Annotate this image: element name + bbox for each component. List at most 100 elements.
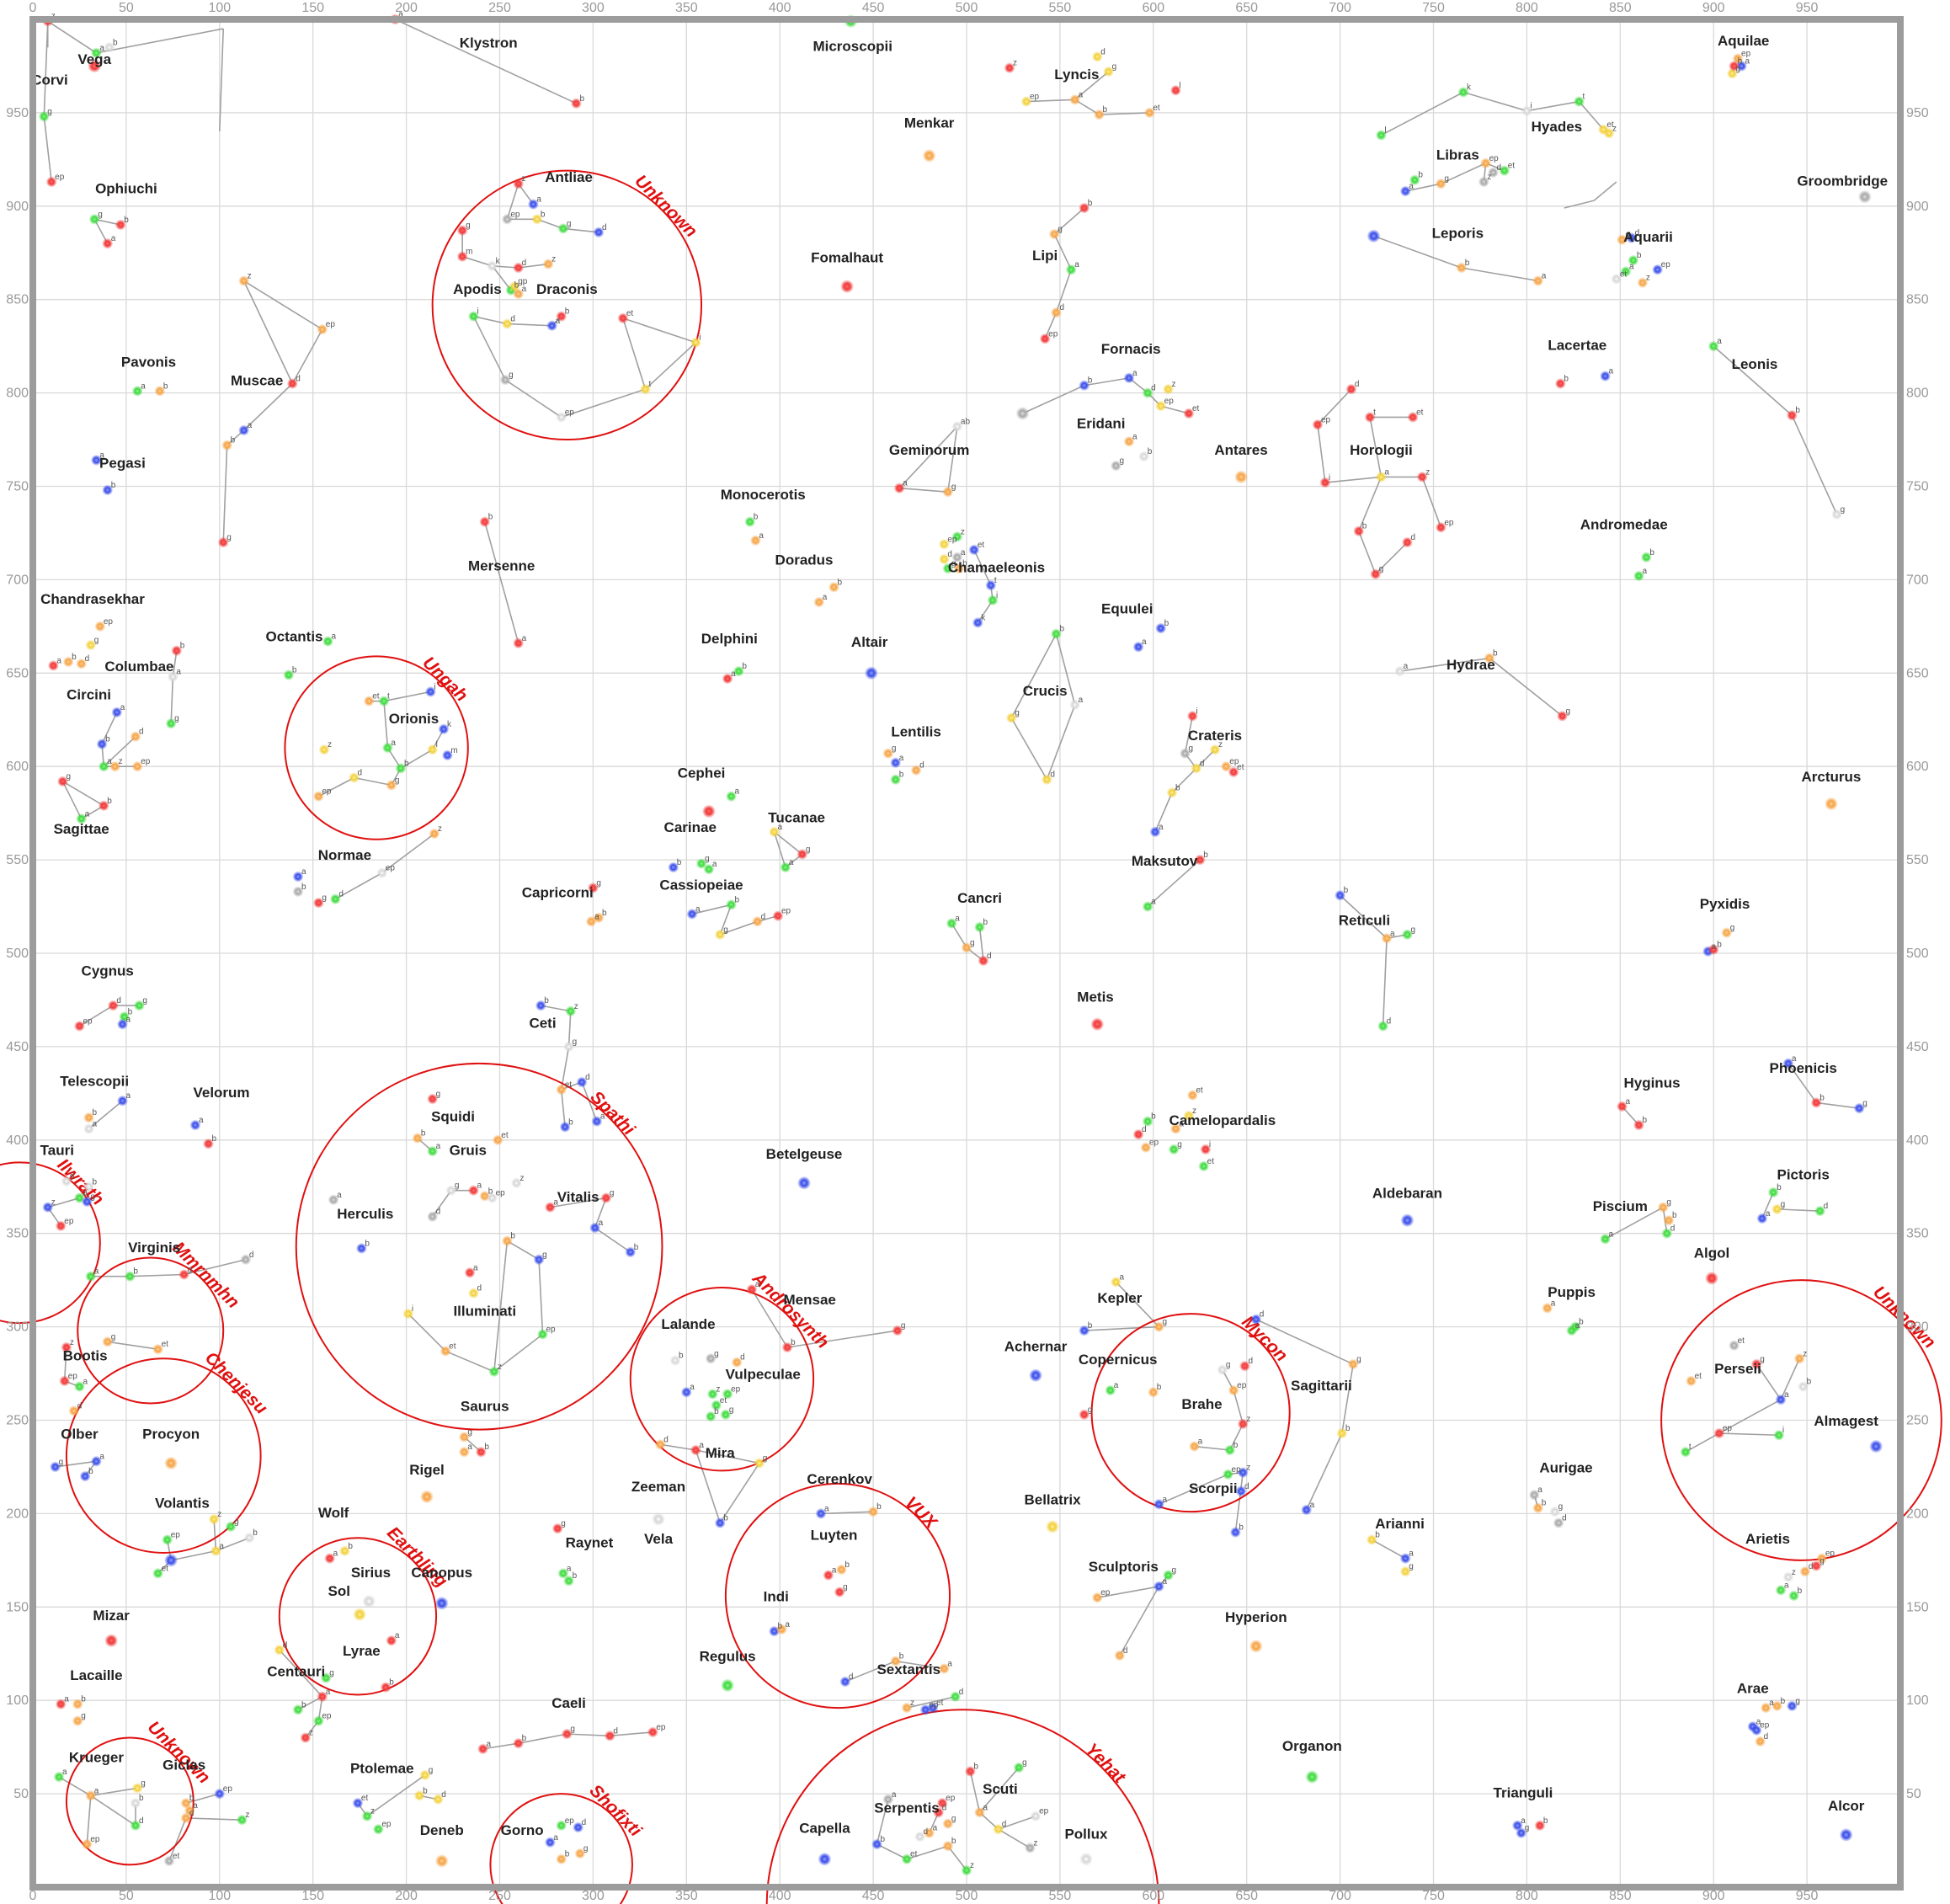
star-marker[interactable] [890, 757, 902, 769]
star-marker[interactable] [312, 897, 324, 909]
star-marker[interactable] [591, 1116, 603, 1128]
star-marker[interactable] [1123, 372, 1135, 384]
star-marker[interactable] [130, 1820, 141, 1832]
star-marker[interactable] [1090, 1017, 1105, 1032]
star-system[interactable] [477, 1726, 658, 1755]
star-marker[interactable] [1487, 167, 1499, 179]
star-system[interactable] [1312, 383, 1447, 580]
star-marker[interactable] [1050, 307, 1062, 318]
star-system[interactable] [1839, 1827, 1853, 1842]
star-marker[interactable] [81, 1838, 93, 1850]
star-marker[interactable] [1773, 1429, 1785, 1441]
star-marker[interactable] [1228, 766, 1239, 778]
star-system[interactable] [47, 621, 106, 671]
star-marker[interactable] [55, 1699, 67, 1710]
star-system[interactable] [217, 275, 328, 548]
star-system[interactable] [1335, 889, 1413, 1032]
star-marker[interactable] [1600, 1233, 1612, 1245]
star-marker[interactable] [1149, 826, 1161, 838]
star-marker[interactable] [828, 581, 840, 593]
star-system[interactable] [283, 636, 333, 681]
star-marker[interactable] [1400, 1213, 1415, 1228]
star-marker[interactable] [381, 742, 393, 754]
star-system[interactable] [1600, 1202, 1675, 1245]
star-marker[interactable] [744, 516, 756, 528]
star-system[interactable] [96, 707, 143, 772]
star-marker[interactable] [85, 1271, 97, 1283]
star-marker[interactable] [238, 275, 250, 287]
star-marker[interactable] [45, 176, 57, 188]
star-marker[interactable] [823, 1570, 834, 1581]
star-marker[interactable] [83, 1112, 95, 1123]
star-marker[interactable] [419, 1769, 431, 1781]
star-marker[interactable] [1366, 1533, 1377, 1545]
star-marker[interactable] [312, 791, 324, 803]
star-marker[interactable] [1786, 409, 1798, 421]
star-marker[interactable] [208, 1513, 220, 1525]
star-system[interactable] [1132, 622, 1167, 653]
star-marker[interactable] [1142, 901, 1153, 913]
star-marker[interactable] [972, 616, 983, 628]
star-marker[interactable] [1831, 509, 1843, 520]
star-marker[interactable] [217, 536, 229, 548]
star-marker[interactable] [1237, 1467, 1249, 1479]
star-marker[interactable] [355, 1242, 367, 1254]
star-marker[interactable] [1168, 1144, 1180, 1155]
star-marker[interactable] [1772, 1700, 1783, 1712]
star-marker[interactable] [412, 1133, 424, 1144]
star-marker[interactable] [531, 213, 543, 225]
star-marker[interactable] [835, 1564, 847, 1576]
star-system[interactable] [50, 1455, 102, 1482]
star-marker[interactable] [286, 378, 298, 390]
star-marker[interactable] [1153, 1321, 1164, 1333]
star-system[interactable] [353, 1608, 367, 1622]
star-marker[interactable] [1534, 1820, 1546, 1832]
star-marker[interactable] [180, 1812, 192, 1824]
star-marker[interactable] [1704, 1271, 1718, 1285]
star-marker[interactable] [131, 760, 143, 772]
star-system[interactable] [1857, 189, 1872, 204]
star-marker[interactable] [1416, 471, 1428, 483]
star-system[interactable] [1029, 1368, 1043, 1383]
star-marker[interactable] [434, 1596, 449, 1610]
star-marker[interactable] [946, 918, 957, 930]
star-marker[interactable] [479, 516, 491, 528]
star-marker[interactable] [164, 1456, 178, 1470]
star-marker[interactable] [361, 1811, 373, 1822]
star-system[interactable] [328, 1194, 367, 1254]
star-system[interactable] [1079, 1852, 1093, 1866]
star-marker[interactable] [1235, 1485, 1247, 1497]
star-marker[interactable] [68, 1405, 80, 1416]
star-system[interactable] [1305, 1770, 1319, 1784]
star-marker[interactable] [1110, 460, 1122, 472]
star-marker[interactable] [797, 848, 808, 860]
star-marker[interactable] [72, 1699, 83, 1710]
star-system[interactable] [163, 1788, 248, 1867]
star-system[interactable] [840, 280, 855, 294]
star-marker[interactable] [933, 1806, 945, 1818]
star-marker[interactable] [467, 1288, 479, 1299]
star-system[interactable] [1400, 1213, 1415, 1228]
star-marker[interactable] [1024, 1842, 1036, 1853]
star-marker[interactable] [1798, 1381, 1809, 1393]
star-marker[interactable] [1114, 1650, 1126, 1661]
star-system[interactable] [1542, 1302, 1581, 1336]
star-marker[interactable] [111, 707, 123, 718]
star-marker[interactable] [501, 318, 513, 330]
star-marker[interactable] [1301, 1504, 1313, 1516]
star-marker[interactable] [348, 772, 360, 784]
star-marker[interactable] [1046, 1519, 1060, 1533]
star-system[interactable] [544, 1192, 637, 1258]
star-system[interactable] [744, 516, 761, 547]
star-marker[interactable] [652, 1512, 666, 1527]
star-marker[interactable] [1839, 1827, 1853, 1842]
star-marker[interactable] [938, 1662, 950, 1674]
star-marker[interactable] [1399, 185, 1411, 197]
star-marker[interactable] [1250, 1314, 1262, 1325]
star-marker[interactable] [705, 1411, 717, 1422]
star-marker[interactable] [1401, 536, 1413, 548]
star-system[interactable] [1756, 1187, 1826, 1224]
star-marker[interactable] [914, 1831, 926, 1843]
star-marker[interactable] [1065, 264, 1077, 275]
star-marker[interactable] [625, 1246, 637, 1258]
